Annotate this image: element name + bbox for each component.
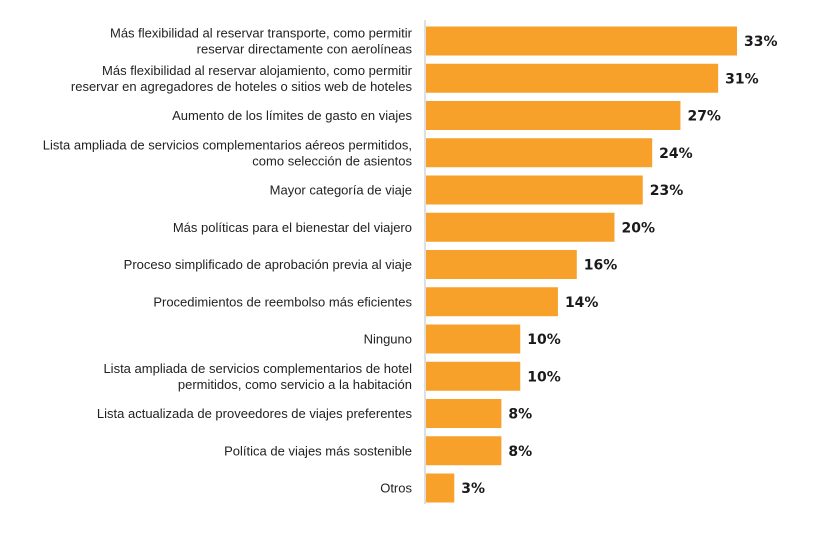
category-label-line: Mayor categoría de viaje xyxy=(270,183,412,198)
category-label: Aumento de los límites de gasto en viaje… xyxy=(172,108,412,123)
category-label-line: Ninguno xyxy=(364,332,412,347)
category-label: Más flexibilidad al reservar alojamiento… xyxy=(71,63,413,94)
value-label: 10% xyxy=(527,332,561,348)
bar xyxy=(426,250,577,279)
category-label-line: Lista ampliada de servicios complementar… xyxy=(103,361,412,376)
category-label-line: como selección de asientos xyxy=(252,153,412,168)
category-label: Más flexibilidad al reservar transporte,… xyxy=(110,26,413,57)
value-label: 23% xyxy=(650,183,684,199)
bar xyxy=(426,361,521,391)
category-label-line: reservar directamente con aerolíneas xyxy=(197,42,413,57)
category-label: Más políticas para el bienestar del viaj… xyxy=(173,220,412,235)
category-label: Procedimientos de reembolso más eficient… xyxy=(153,294,412,309)
value-labels-group: 33% 31% 27% 24% 23% 20% 16% 14% 10% 10% 8% 8% 3% xyxy=(461,34,777,497)
value-label: 14% xyxy=(565,295,599,311)
category-label-line: Más flexibilidad al reservar transporte,… xyxy=(110,26,413,41)
category-label-line: Política de viajes más sostenible xyxy=(224,443,412,458)
bar xyxy=(426,26,737,56)
category-label: Otros xyxy=(380,481,412,496)
value-label: 10% xyxy=(527,369,561,385)
value-label: 3% xyxy=(461,481,485,497)
category-label: Mayor categoría de viaje xyxy=(270,183,412,198)
category-label-line: Más flexibilidad al reservar alojamiento… xyxy=(102,63,413,78)
bar xyxy=(426,63,719,93)
bars-group xyxy=(426,26,737,503)
category-label-line: permitidos, como servicio a la habitació… xyxy=(178,377,412,392)
value-label: 31% xyxy=(725,71,759,87)
bar xyxy=(426,212,615,242)
category-label-line: Lista actualizada de proveedores de viaj… xyxy=(97,406,413,421)
category-label-line: Procedimientos de reembolso más eficient… xyxy=(153,294,412,309)
category-label-line: Proceso simplificado de aprobación previ… xyxy=(124,257,412,272)
bar xyxy=(426,138,653,168)
category-labels-group: Más flexibilidad al reservar transporte,… xyxy=(43,26,413,496)
bar xyxy=(426,399,502,428)
bar xyxy=(426,473,455,503)
value-label: 33% xyxy=(744,34,778,50)
category-label-line: Más políticas para el bienestar del viaj… xyxy=(173,220,412,235)
category-label: Ninguno xyxy=(364,332,412,347)
category-label: Política de viajes más sostenible xyxy=(224,443,412,458)
bar xyxy=(426,324,521,354)
category-label-line: reservar en agregadores de hoteles o sit… xyxy=(71,79,413,94)
value-label: 8% xyxy=(508,407,532,423)
category-label-line: Otros xyxy=(380,481,412,496)
value-label: 8% xyxy=(508,444,532,460)
value-label: 16% xyxy=(584,258,618,274)
value-label: 24% xyxy=(659,146,693,162)
category-label: Lista ampliada de servicios complementar… xyxy=(43,137,413,168)
bar xyxy=(426,101,681,130)
value-label: 27% xyxy=(687,109,721,125)
bar xyxy=(426,175,643,205)
category-label: Proceso simplificado de aprobación previ… xyxy=(124,257,412,272)
category-label: Lista actualizada de proveedores de viaj… xyxy=(97,406,413,421)
value-label: 20% xyxy=(621,220,655,236)
bar xyxy=(426,287,558,317)
bar xyxy=(426,436,502,466)
category-label: Lista ampliada de servicios complementar… xyxy=(103,361,412,392)
category-label-line: Aumento de los límites de gasto en viaje… xyxy=(172,108,412,123)
category-label-line: Lista ampliada de servicios complementar… xyxy=(43,137,412,152)
